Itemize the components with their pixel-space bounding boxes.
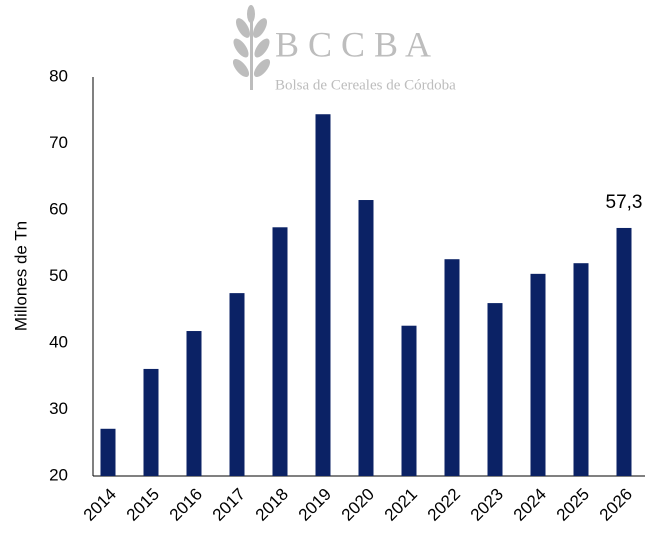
y-axis-label: Millones de Tn [11, 221, 30, 331]
bar [100, 428, 116, 476]
logo-icon [232, 5, 271, 90]
x-tick-label: 2015 [123, 485, 163, 525]
x-tick-label: 2021 [381, 485, 421, 525]
logo-subtitle: Bolsa de Cereales de Córdoba [275, 77, 456, 93]
x-tick-label: 2025 [553, 485, 593, 525]
x-tick-label: 2017 [209, 485, 249, 525]
x-tick-label: 2022 [424, 485, 464, 525]
x-tick-label: 2026 [596, 485, 636, 525]
bar [401, 325, 417, 476]
bar [530, 273, 546, 476]
bar [487, 303, 503, 476]
x-tick-label: 2024 [510, 485, 550, 525]
bar [272, 227, 288, 476]
y-tick-label: 60 [49, 199, 68, 218]
bar [186, 331, 202, 476]
y-tick-label: 40 [49, 332, 68, 351]
x-tick-label: 2014 [80, 485, 120, 525]
bar [315, 114, 331, 477]
bar [573, 263, 589, 476]
x-tick-label: 2023 [467, 485, 507, 525]
bar [358, 200, 374, 476]
y-tick-label: 30 [49, 399, 68, 418]
y-tick-label: 50 [49, 266, 68, 285]
x-tick-label: 2020 [338, 485, 378, 525]
bar [444, 259, 460, 476]
y-tick-label: 80 [49, 66, 68, 85]
logo-name: B C C B A [275, 24, 431, 64]
y-tick-label: 70 [49, 133, 68, 152]
value-label: 57,3 [606, 192, 643, 213]
y-tick-label: 20 [49, 465, 68, 484]
x-tick-label: 2016 [166, 485, 206, 525]
bar [143, 368, 159, 476]
bar [229, 293, 245, 476]
x-tick-label: 2019 [295, 485, 335, 525]
x-tick-label: 2018 [252, 485, 292, 525]
bar [616, 227, 632, 476]
